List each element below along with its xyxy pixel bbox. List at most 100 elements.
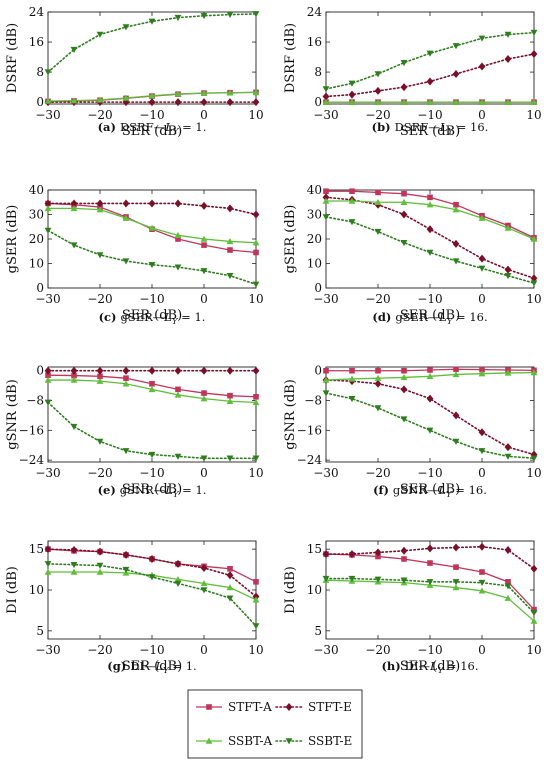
x-axis-label: SER (dB) bbox=[400, 482, 460, 497]
y-axis-label: DSRF (dB) bbox=[283, 23, 298, 93]
data-point bbox=[504, 453, 512, 460]
data-point bbox=[148, 554, 156, 563]
series-ssbt-a bbox=[322, 197, 538, 242]
y-tick-label: 10 bbox=[29, 257, 44, 271]
x-tick-label: 10 bbox=[526, 108, 541, 122]
x-tick-label: −30 bbox=[313, 466, 338, 480]
series-ssbt-a bbox=[322, 369, 538, 383]
data-point bbox=[252, 455, 260, 462]
caption-text: gSER— bbox=[120, 310, 164, 324]
series-stft-e bbox=[44, 545, 260, 601]
data-point bbox=[452, 258, 460, 265]
panel-caption: (e) gSNR—LY = 1. bbox=[98, 483, 207, 500]
data-point bbox=[504, 443, 512, 452]
legend-marker bbox=[205, 737, 213, 744]
x-tick-label: 0 bbox=[200, 292, 208, 306]
data-point bbox=[375, 367, 381, 374]
x-tick-label: 10 bbox=[248, 108, 263, 122]
y-axis-label: DSRF (dB) bbox=[5, 23, 20, 93]
series-ssbt-e bbox=[322, 29, 538, 93]
data-point bbox=[374, 198, 382, 205]
data-point bbox=[426, 372, 434, 380]
x-tick-label: −10 bbox=[139, 292, 164, 306]
y-tick-label: 16 bbox=[29, 35, 44, 49]
legend-item-stft-e: STFT-E bbox=[275, 700, 352, 714]
y-tick-label: 10 bbox=[29, 583, 44, 597]
data-point bbox=[452, 98, 460, 105]
data-point bbox=[530, 610, 538, 617]
data-point bbox=[70, 545, 78, 554]
y-tick-label: 30 bbox=[29, 208, 44, 222]
y-axis-label: gSER (dB) bbox=[283, 205, 298, 274]
x-tick-label: 0 bbox=[478, 292, 486, 306]
caption-tag: (a) bbox=[98, 120, 120, 134]
data-point bbox=[226, 571, 234, 580]
data-point bbox=[374, 405, 382, 412]
y-tick-label: 0 bbox=[36, 281, 44, 295]
caption-tag: (h) bbox=[381, 659, 404, 673]
x-tick-label: −30 bbox=[35, 292, 60, 306]
data-point bbox=[200, 13, 208, 20]
x-axis-label: SER (dB) bbox=[400, 659, 460, 674]
data-point bbox=[70, 561, 78, 569]
data-point bbox=[174, 366, 182, 375]
series-stft-e bbox=[44, 199, 260, 219]
data-point bbox=[227, 392, 233, 399]
data-point bbox=[96, 562, 104, 569]
y-tick-label: 0 bbox=[314, 95, 322, 109]
data-point bbox=[71, 372, 77, 379]
data-point bbox=[322, 197, 330, 204]
data-point bbox=[252, 239, 260, 246]
data-point bbox=[96, 438, 104, 445]
data-point bbox=[374, 228, 382, 236]
x-tick-label: 10 bbox=[248, 466, 263, 480]
data-point bbox=[348, 375, 356, 382]
data-point bbox=[322, 376, 330, 383]
caption-var: L bbox=[439, 120, 448, 134]
series-line bbox=[47, 401, 257, 460]
y-tick-label: −24 bbox=[297, 453, 323, 467]
data-point bbox=[96, 568, 104, 575]
data-point bbox=[478, 265, 486, 272]
x-tick-label: −30 bbox=[313, 292, 338, 306]
data-point bbox=[148, 199, 156, 208]
data-point bbox=[427, 367, 433, 373]
data-point bbox=[70, 97, 78, 104]
legend-marker bbox=[285, 703, 293, 711]
series-ssbt-e bbox=[44, 227, 260, 288]
data-point bbox=[426, 579, 434, 586]
x-tick-label: −10 bbox=[417, 643, 442, 657]
data-point bbox=[426, 225, 434, 234]
y-tick-label: 15 bbox=[29, 542, 44, 556]
chart-panel-a: −30 −20 −10 0 10 0 8 16 24 SER (dB) DSRF (dB) (a) D… bbox=[5, 5, 264, 139]
data-point bbox=[400, 577, 408, 584]
data-point bbox=[122, 94, 130, 101]
x-axis-label: SER (dB) bbox=[400, 124, 460, 139]
series-line bbox=[325, 379, 535, 456]
data-point bbox=[322, 575, 330, 582]
data-point bbox=[174, 453, 182, 460]
x-tick-label: 0 bbox=[478, 643, 486, 657]
data-point bbox=[374, 71, 382, 78]
y-axis-label: gSNR (dB) bbox=[5, 379, 20, 450]
y-axis-label: gSER (dB) bbox=[5, 205, 20, 274]
panel-caption: (c) gSER—LY = 1. bbox=[99, 310, 206, 327]
data-point bbox=[478, 62, 486, 71]
x-tick-label: −30 bbox=[35, 643, 60, 657]
data-point bbox=[174, 90, 182, 97]
data-point bbox=[200, 455, 208, 462]
data-point bbox=[504, 369, 512, 376]
x-tick-label: −30 bbox=[313, 643, 338, 657]
data-point bbox=[426, 50, 434, 57]
data-point bbox=[226, 366, 234, 375]
x-axis-label: SER (dB) bbox=[122, 659, 182, 674]
data-point bbox=[426, 544, 434, 553]
caption-subscript: Y bbox=[172, 317, 179, 327]
data-point bbox=[322, 193, 330, 202]
data-point bbox=[200, 201, 208, 210]
data-point bbox=[348, 197, 356, 204]
data-point bbox=[504, 265, 512, 274]
data-point bbox=[374, 548, 382, 557]
series-stft-a bbox=[323, 551, 537, 613]
data-point bbox=[400, 374, 408, 381]
